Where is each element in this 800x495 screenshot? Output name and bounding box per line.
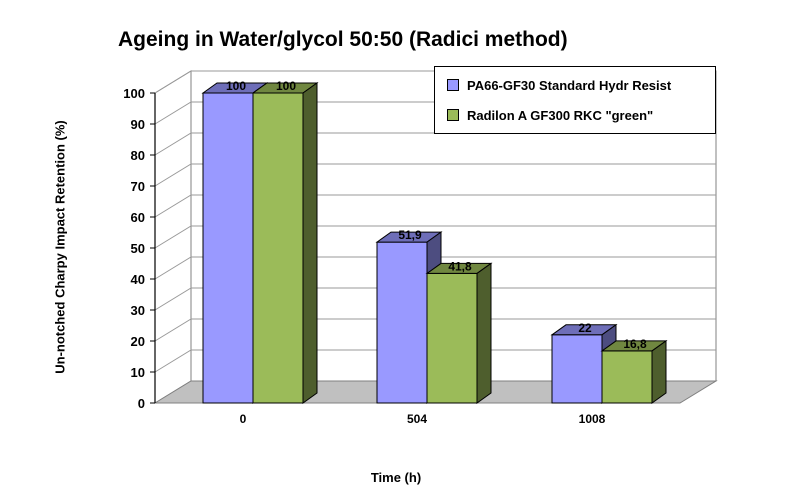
y-tick-label: 20: [131, 334, 145, 349]
y-tick-label: 0: [138, 396, 145, 411]
y-tick-label: 70: [131, 179, 145, 194]
bars: [201, 82, 668, 404]
gridline: [154, 287, 716, 311]
legend-swatch-series-1: [447, 79, 459, 91]
gridline: [154, 256, 716, 280]
y-axis-label: Un-notched Charpy Impact Retention (%): [52, 120, 68, 374]
bar-side: [302, 82, 318, 404]
x-tick-label: 504: [407, 412, 427, 426]
bar: [600, 339, 668, 404]
bar-side: [476, 262, 492, 404]
gridline: [154, 225, 716, 249]
bar: [251, 82, 319, 404]
y-tick-label: 10: [131, 365, 145, 380]
data-label: 51,9: [398, 228, 422, 242]
y-tick-label: 30: [131, 303, 145, 318]
legend-label-series-1: PA66-GF30 Standard Hydr Resist: [467, 77, 672, 93]
y-tick-label: 90: [131, 117, 145, 132]
chart-title: Ageing in Water/glycol 50:50 (Radici met…: [118, 28, 568, 51]
gridline: [154, 163, 716, 187]
x-tick-label: 0: [240, 412, 247, 426]
bar-front: [252, 92, 304, 404]
bar-front: [426, 272, 478, 404]
data-label: 100: [226, 79, 246, 93]
x-tick-label: 1008: [579, 412, 606, 426]
legend: PA66-GF30 Standard Hydr Resist Radilon A…: [434, 66, 716, 134]
y-tick-label: 80: [131, 148, 145, 163]
gridline: [154, 194, 716, 218]
y-axis: 0 10 20 30 40 50 60 70 80 90 100: [123, 86, 156, 411]
data-label: 100: [276, 79, 296, 93]
bar-front: [601, 350, 653, 404]
x-axis-ticks: 0 504 1008: [240, 412, 606, 426]
bar-front: [202, 92, 254, 404]
data-label: 22: [578, 321, 592, 335]
bar-front: [551, 334, 603, 404]
legend-swatch-series-2: [447, 109, 459, 121]
y-tick-label: 50: [131, 241, 145, 256]
x-axis-label: Time (h): [370, 470, 422, 485]
data-label: 16,8: [623, 337, 647, 351]
bar-side: [651, 339, 667, 404]
data-label: 41,8: [448, 259, 472, 273]
data-labels: 100 100 51,9 41,8 22 16,8: [226, 79, 647, 351]
bar: [425, 262, 493, 404]
legend-item-series-2: Radilon A GF300 RKC "green": [447, 107, 653, 123]
y-tick-label: 40: [131, 272, 145, 287]
legend-label-series-2: Radilon A GF300 RKC "green": [467, 107, 654, 123]
bar-front: [376, 241, 428, 404]
y-tick-label: 100: [123, 86, 145, 101]
gridline: [154, 349, 716, 373]
gridline: [154, 318, 716, 342]
legend-item-series-1: PA66-GF30 Standard Hydr Resist: [447, 77, 671, 93]
y-tick-label: 60: [131, 210, 145, 225]
